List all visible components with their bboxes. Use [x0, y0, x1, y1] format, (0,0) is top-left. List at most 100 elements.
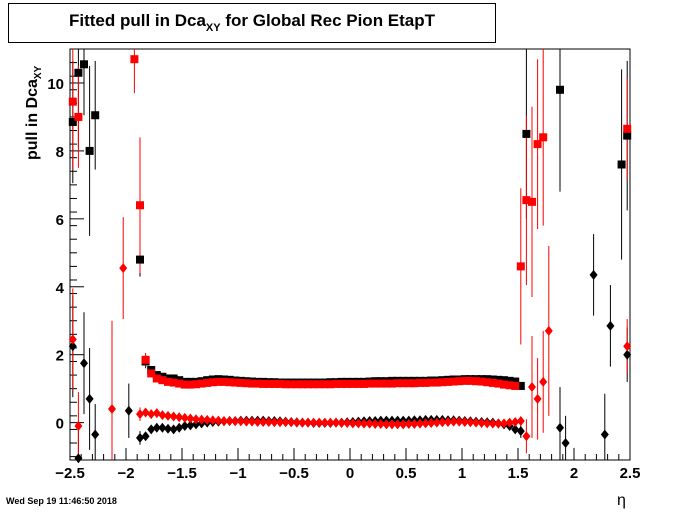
x-axis-label: η: [617, 492, 626, 509]
data-point-diamond: [320, 417, 329, 428]
data-point-square: [236, 378, 245, 387]
data-point-diamond: [533, 393, 542, 404]
data-point-diamond: [203, 414, 212, 425]
axes: [69, 48, 631, 461]
data-point-square: [410, 379, 419, 388]
data-point-diamond: [180, 412, 189, 423]
data-point-square: [270, 379, 279, 388]
data-point-diamond: [539, 376, 548, 387]
data-point-square: [505, 381, 514, 390]
x-tick-label: −2.5: [55, 465, 85, 482]
data-point-square: [539, 133, 548, 142]
data-point-diamond: [220, 415, 228, 426]
y-axis-label: pull in DcaXY: [24, 66, 44, 160]
data-point-square: [74, 112, 83, 121]
data-point-diamond: [85, 393, 94, 404]
y-tick-label: 10: [47, 76, 64, 93]
data-point-square: [488, 378, 497, 387]
data-point-diamond: [192, 419, 200, 430]
data-point-diamond: [309, 417, 318, 428]
data-point-square: [477, 377, 486, 386]
data-point-diamond: [500, 418, 508, 429]
data-point-square: [197, 379, 206, 388]
x-tick-label: 2.5: [620, 465, 641, 482]
data-point-square: [505, 376, 514, 385]
data-point-square: [287, 380, 296, 389]
data-point-square: [175, 379, 184, 388]
data-point-square: [180, 380, 189, 389]
data-point-diamond: [136, 432, 144, 443]
data-point-square: [136, 201, 144, 210]
data-point-square: [522, 196, 531, 205]
data-point-square: [304, 380, 312, 389]
data-point-diamond: [399, 419, 408, 430]
data-point-square: [444, 377, 452, 386]
data-point-square: [203, 378, 212, 387]
data-point-square: [220, 377, 228, 386]
data-point-square: [85, 146, 94, 155]
data-point-square: [242, 379, 251, 388]
data-point-square: [528, 197, 536, 206]
data-point-square: [130, 55, 139, 64]
data-point-square: [91, 111, 100, 120]
data-point-square: [404, 379, 413, 388]
y-tick-label: 4: [56, 280, 65, 297]
timestamp: Wed Sep 19 11:46:50 2018: [6, 496, 117, 506]
data-point-diamond: [416, 418, 424, 429]
data-point-diamond: [292, 417, 301, 428]
data-point-diamond: [214, 415, 223, 426]
data-point-diamond: [270, 417, 279, 428]
data-point-square: [556, 85, 564, 94]
data-point-diamond: [108, 404, 116, 415]
data-point-square: [460, 376, 469, 385]
data-point-diamond: [455, 416, 464, 427]
data-point-diamond: [511, 424, 520, 435]
data-point-diamond: [231, 416, 240, 427]
data-point-square: [438, 378, 447, 387]
data-point-diamond: [264, 416, 273, 427]
data-point-diamond: [371, 418, 380, 429]
y-tick-label: 2: [56, 348, 64, 365]
data-point-square: [399, 379, 408, 388]
data-point-square: [427, 378, 436, 387]
data-point-diamond: [606, 320, 615, 331]
data-point-square: [500, 380, 508, 389]
data-point-diamond: [253, 416, 262, 427]
data-point-diamond: [449, 416, 458, 427]
x-tick-label: −0.5: [279, 465, 309, 482]
data-point-diamond: [511, 416, 520, 427]
data-point-diamond: [74, 421, 83, 432]
data-point-square: [164, 377, 172, 386]
data-point-square: [158, 376, 167, 385]
data-point-square: [169, 374, 178, 383]
data-point-square: [326, 380, 335, 389]
data-point-diamond: [404, 418, 413, 429]
data-point-square: [276, 379, 284, 388]
data-point-diamond: [589, 269, 598, 280]
data-point-square: [264, 379, 273, 388]
data-point-diamond: [505, 417, 514, 428]
y-tick-label: 0: [56, 416, 64, 433]
data-point-square: [68, 97, 77, 106]
data-point-diamond: [444, 416, 452, 427]
y-tick-label: 8: [56, 144, 64, 161]
data-point-diamond: [68, 341, 77, 352]
data-point-square: [80, 60, 88, 69]
data-point-square: [231, 378, 240, 387]
data-point-square: [348, 379, 357, 388]
x-tick-label: 1.5: [508, 465, 529, 482]
x-tick-label: 1: [458, 465, 466, 482]
data-point-diamond: [152, 422, 161, 433]
data-point-diamond: [410, 418, 419, 429]
data-point-diamond: [393, 419, 402, 430]
data-point-diamond: [477, 417, 486, 428]
data-point-diamond: [192, 414, 200, 425]
data-point-square: [511, 377, 520, 386]
plot-frame: [69, 48, 631, 461]
x-tick-label: 2: [570, 465, 578, 482]
data-point-diamond: [276, 417, 284, 428]
data-point-diamond: [158, 422, 167, 433]
data-point-square: [516, 381, 525, 390]
data-point-diamond: [623, 349, 632, 360]
